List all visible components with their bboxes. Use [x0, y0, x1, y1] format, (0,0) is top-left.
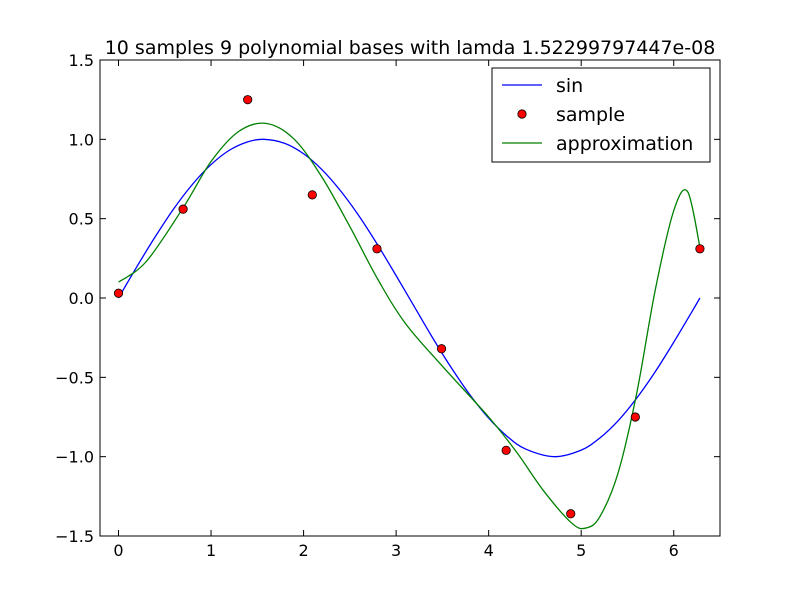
y-tick-label: −1.0 [55, 448, 94, 467]
chart-title: 10 samples 9 polynomial bases with lamda… [105, 37, 716, 59]
legend-swatch-sample [517, 109, 527, 119]
sample-point [630, 412, 640, 422]
sample-point [695, 244, 705, 254]
legend-label-sample: sample [556, 104, 625, 126]
x-tick-label: 1 [206, 541, 216, 560]
y-tick-label: −1.5 [55, 527, 94, 546]
x-tick-label: 5 [576, 541, 586, 560]
sample-point [566, 509, 576, 519]
sample-point [436, 344, 447, 354]
x-tick-label: 4 [484, 541, 494, 560]
x-tick-label: 0 [113, 541, 123, 560]
y-tick-label: 1.5 [69, 51, 94, 70]
axes: 0 1 2 3 4 5 6 −1.5 −1.0 −0.5 0.0 0.5 1.0 1.5 [55, 51, 721, 560]
y-tick-label: 0.0 [69, 289, 94, 308]
legend: sin sample approximation [491, 67, 711, 163]
y-tick-label: 0.5 [69, 210, 94, 229]
sample-point [372, 244, 382, 254]
sample-point [307, 190, 317, 200]
sample-point [501, 445, 511, 455]
plot-area [113, 95, 705, 530]
x-tick-label: 2 [298, 541, 308, 560]
x-tick-label: 3 [391, 541, 401, 560]
legend-label-sin: sin [556, 75, 583, 97]
y-tick-label: −0.5 [55, 368, 94, 387]
legend-box [491, 67, 711, 163]
sample-point [178, 204, 188, 214]
sample-point [243, 95, 253, 105]
series-line-sin [117, 138, 701, 458]
sample-point [113, 288, 124, 298]
x-tick-label: 6 [669, 541, 679, 560]
series-line-approximation [118, 122, 701, 530]
y-tick-label: 1.0 [69, 130, 94, 149]
legend-label-approximation: approximation [556, 133, 693, 155]
